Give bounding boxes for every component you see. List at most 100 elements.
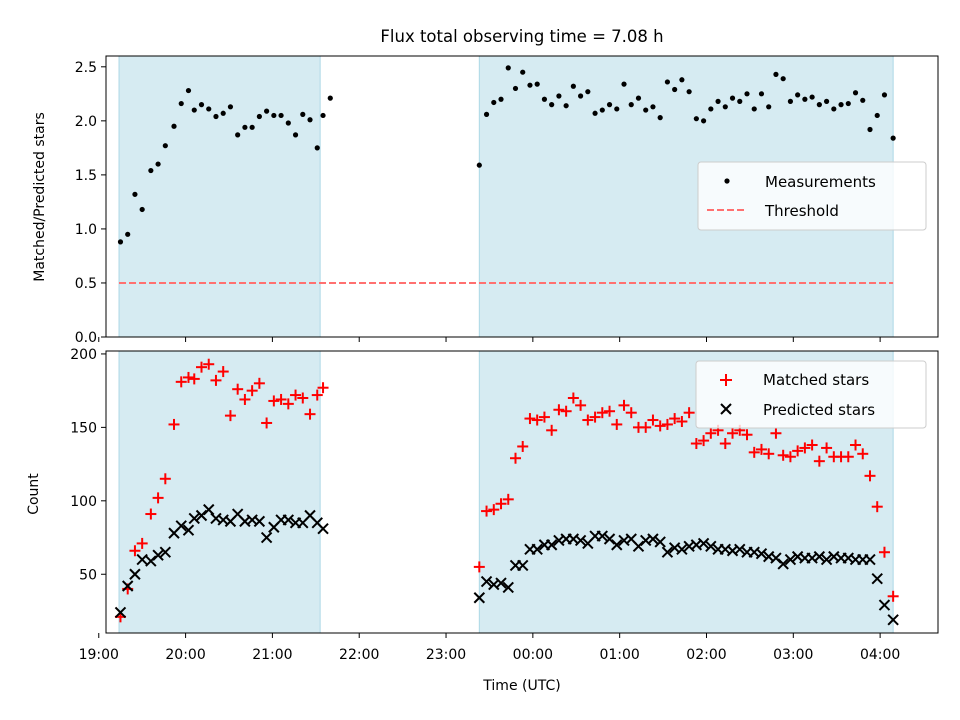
marker-stroke bbox=[726, 545, 739, 557]
y-tick-label: 150 bbox=[70, 420, 97, 436]
predicted-star-point bbox=[473, 592, 486, 604]
measurement-point bbox=[881, 92, 888, 98]
predicted-star-point bbox=[871, 572, 883, 585]
matched-star-point bbox=[136, 537, 148, 549]
matched-star-point bbox=[210, 374, 222, 386]
matched-star-point bbox=[719, 438, 731, 450]
x-tick-label: 19:00 bbox=[79, 647, 119, 663]
marker-stroke bbox=[777, 558, 789, 570]
predicted-star-point bbox=[317, 523, 329, 535]
measurement-point bbox=[686, 89, 692, 95]
matched-star-point bbox=[813, 455, 825, 467]
legend-threshold-label: Threshold bbox=[764, 202, 839, 220]
matched-star-point bbox=[669, 413, 681, 425]
measurement-point bbox=[737, 98, 743, 104]
predicted-star-point bbox=[647, 533, 659, 545]
measurement-point bbox=[715, 98, 721, 104]
marker-stroke bbox=[488, 578, 500, 591]
marker-stroke bbox=[502, 581, 514, 594]
matched-star-point bbox=[246, 385, 258, 397]
matched-star-point bbox=[690, 438, 702, 450]
matched-star-point bbox=[488, 504, 500, 516]
measurement-point bbox=[628, 102, 634, 108]
marker-stroke bbox=[654, 536, 666, 548]
measurement-point bbox=[285, 120, 291, 126]
matched-star-point bbox=[850, 439, 862, 451]
marker-stroke bbox=[517, 559, 529, 572]
measurement-point bbox=[643, 107, 649, 113]
marker-stroke bbox=[231, 508, 244, 520]
matched-star-point bbox=[538, 411, 550, 423]
matched-star-point bbox=[763, 448, 775, 460]
predicted-star-point bbox=[175, 520, 187, 532]
x-tick-label: 22:00 bbox=[339, 647, 379, 663]
matched-star-point bbox=[676, 416, 688, 427]
matched-star-point bbox=[647, 414, 659, 426]
top-y-ticks: 0.0 0.5 1.0 1.5 2.0 2.5 bbox=[75, 60, 106, 346]
measurement-point bbox=[139, 206, 145, 213]
matched-star-point bbox=[727, 427, 739, 439]
top-x-ticks bbox=[98, 337, 881, 342]
measurement-point bbox=[206, 106, 212, 112]
y-tick-label: 1.5 bbox=[75, 168, 97, 184]
measurement-point bbox=[148, 167, 154, 174]
marker-stroke bbox=[676, 543, 688, 555]
predicted-star-point bbox=[282, 514, 295, 526]
predicted-star-point bbox=[661, 546, 674, 558]
measurement-point bbox=[700, 118, 707, 124]
marker-stroke bbox=[878, 599, 891, 611]
measurement-point bbox=[556, 93, 562, 99]
matched-star-point bbox=[268, 395, 280, 407]
marker-stroke bbox=[480, 575, 493, 588]
observing-intervals bbox=[118, 56, 894, 337]
x-tick-label: 03:00 bbox=[773, 647, 813, 663]
matched-star-point bbox=[481, 505, 493, 517]
measurement-point bbox=[845, 100, 851, 107]
predicted-star-point bbox=[260, 531, 273, 544]
marker-stroke bbox=[755, 547, 768, 560]
matched-star-point bbox=[611, 418, 623, 430]
matched-star-point bbox=[770, 427, 782, 439]
matched-star-point bbox=[275, 393, 287, 405]
measurement-point bbox=[722, 104, 728, 110]
marker-stroke bbox=[625, 533, 637, 545]
measurement-point bbox=[816, 102, 822, 108]
matched-star-point bbox=[806, 439, 818, 451]
marker-stroke bbox=[647, 533, 659, 545]
marker-stroke bbox=[640, 534, 652, 547]
predicted-star-point bbox=[129, 568, 141, 580]
marker-stroke bbox=[871, 572, 883, 585]
legend-predicted-label: Predicted stars bbox=[763, 401, 875, 419]
measurement-point bbox=[498, 96, 504, 102]
y-tick-label: 200 bbox=[70, 347, 97, 363]
predicted-star-point bbox=[253, 515, 266, 528]
top-legend: Measurements Threshold bbox=[697, 161, 927, 231]
matched-star-point bbox=[145, 508, 157, 520]
marker-stroke bbox=[553, 534, 565, 547]
matched-star-point bbox=[705, 427, 717, 439]
marker-stroke bbox=[239, 515, 251, 528]
matched-star-point bbox=[871, 501, 883, 513]
measurement-point bbox=[831, 106, 837, 112]
predicted-star-point bbox=[697, 537, 710, 550]
predicted-star-point bbox=[611, 539, 623, 551]
predicted-star-point bbox=[654, 536, 666, 548]
marker-stroke bbox=[121, 580, 134, 592]
measurement-point bbox=[838, 102, 844, 108]
marker-stroke bbox=[282, 514, 295, 526]
measurement-point bbox=[307, 117, 313, 123]
measurement-point bbox=[213, 113, 219, 120]
marker-stroke bbox=[473, 592, 486, 604]
matched-star-point bbox=[560, 405, 572, 417]
bottom-legend: Matched stars Predicted stars bbox=[695, 360, 927, 429]
matched-star-point bbox=[495, 498, 507, 510]
predicted-star-point bbox=[705, 540, 717, 553]
matched-star-point bbox=[842, 451, 854, 463]
measurement-point bbox=[520, 69, 526, 75]
matched-star-point bbox=[864, 470, 876, 482]
measurement-point bbox=[787, 98, 794, 104]
matched-star-point bbox=[297, 392, 309, 404]
measurement-point bbox=[766, 104, 772, 110]
measurement-point bbox=[802, 96, 808, 102]
